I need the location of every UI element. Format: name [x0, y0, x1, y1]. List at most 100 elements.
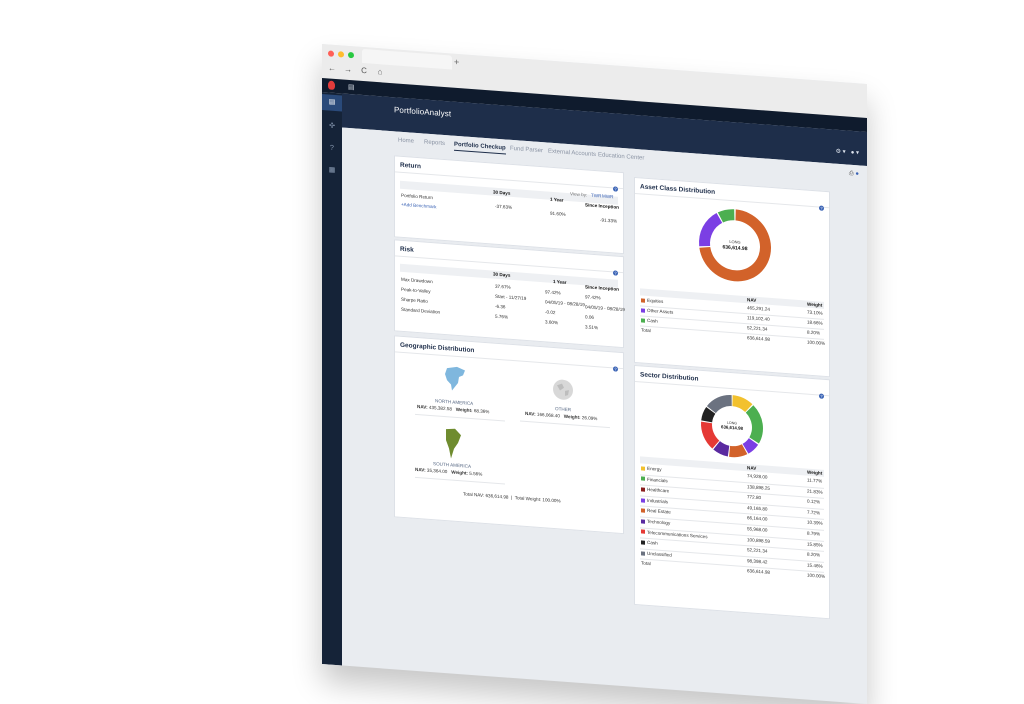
help-icon[interactable]: ?	[819, 393, 824, 399]
nav-cell: 52,221.34	[747, 547, 768, 554]
column-header: NAV	[747, 465, 757, 471]
donut-slice-unclassified[interactable]	[706, 393, 732, 414]
help-icon[interactable]: ?	[613, 186, 618, 192]
weight-label: Weight:	[455, 406, 473, 414]
risk-row-label: Sharpe Ratio	[401, 296, 428, 304]
return-30d: -37.63%	[495, 203, 513, 210]
legend-row: Other Assets	[641, 307, 673, 315]
return-1y: 91.60%	[550, 210, 566, 217]
app-title: PortfolioAnalyst	[394, 105, 452, 119]
weight-label: Weight:	[451, 469, 468, 476]
back-icon[interactable]: ←	[328, 63, 336, 74]
tab-reports[interactable]: Reports	[424, 139, 446, 148]
user-icon[interactable]: ● ▾	[850, 149, 859, 157]
total-cell: 100.00%	[807, 339, 826, 346]
portfolio-return-label: Portfolio Return	[401, 192, 433, 201]
help-icon[interactable]: ?	[819, 205, 824, 211]
risk-cell: 04/05/19 - 08/28/19	[545, 299, 585, 308]
donut-slice-real-estate[interactable]	[729, 443, 748, 458]
print-icon[interactable]: ⎙	[848, 170, 854, 178]
bar-chart-icon[interactable]: ▤	[322, 94, 342, 112]
legend-swatch	[641, 508, 645, 513]
sector-donut-chart: LONG 636,614.98	[701, 393, 763, 458]
risk-row-label: Standard Deviation	[401, 306, 441, 315]
sidebar: ▤ ✣ ? ▦	[322, 92, 342, 666]
tab-fund-parser[interactable]: Fund Parser	[510, 145, 544, 155]
legend-swatch	[641, 551, 645, 556]
total-cell: 636,614.98	[747, 335, 770, 342]
sector-title: Sector Distribution	[640, 371, 699, 383]
tab-home[interactable]: Home	[398, 137, 415, 145]
legend-label: Industrials	[647, 497, 668, 505]
nav-value: 35,364.00	[426, 467, 448, 475]
legend-row: Real Estate	[641, 508, 671, 515]
forward-icon[interactable]: →	[344, 64, 352, 75]
donut-slice-other-assets[interactable]	[699, 212, 723, 248]
return-title: Return	[400, 161, 421, 171]
share-icon[interactable]: ✣	[329, 122, 335, 130]
add-benchmark-link[interactable]: +Add Benchmark	[401, 201, 437, 210]
donut-slice-cash[interactable]	[717, 208, 735, 223]
nav-cell: 55,968.00	[747, 526, 768, 533]
logo-icon[interactable]	[328, 80, 335, 90]
help-icon[interactable]: ?	[330, 144, 334, 152]
tab-portfolio-checkup[interactable]: Portfolio Checkup	[454, 141, 506, 155]
weight-cell: 15.46%	[807, 562, 823, 569]
divider	[415, 413, 505, 422]
donut-slice-financials[interactable]	[745, 405, 763, 444]
nav-value: 435,382.58	[428, 404, 452, 412]
menu-icon[interactable]: ▤	[348, 83, 355, 92]
reload-icon[interactable]: C	[361, 65, 367, 76]
divider	[520, 420, 610, 429]
tab-external-accounts[interactable]: External Accounts	[548, 148, 597, 159]
weight-cell: 7.72%	[807, 509, 821, 516]
donut-slice-cash[interactable]	[701, 407, 716, 423]
donut-slice-energy[interactable]	[732, 395, 753, 413]
window-controls	[328, 50, 354, 59]
geo-totals: Total NAV: 636,614.98 | Total Weight: 10…	[463, 491, 561, 504]
legend-label: Real Estate	[647, 508, 671, 516]
risk-cell: 37.67%	[495, 283, 511, 290]
donut-slice-telecommunications-services[interactable]	[701, 421, 720, 450]
help-icon[interactable]: ?	[613, 270, 618, 276]
legend-label: Healthcare	[647, 487, 670, 494]
browser-nav: ← → C ⌂	[328, 63, 384, 76]
help-icon[interactable]: ?	[613, 366, 618, 372]
weight-cell: 0.12%	[807, 498, 821, 505]
donut-slice-technology[interactable]	[713, 441, 730, 457]
legend-swatch	[641, 308, 645, 313]
weight-cell: 73.10%	[807, 309, 823, 316]
view-mwr-link[interactable]: MWR	[602, 193, 614, 200]
table-header	[640, 288, 824, 309]
col-1-year: 1 Year	[553, 278, 567, 285]
new-tab-icon[interactable]: +	[454, 56, 460, 68]
risk-cell: 04/05/19 - 08/28/19	[585, 304, 625, 313]
weight-cell: 8.20%	[807, 329, 821, 336]
donut-slice-equities[interactable]	[699, 207, 771, 284]
donut-center-label: LONG	[727, 421, 737, 426]
info-icon[interactable]: ●	[855, 171, 859, 178]
view-twr-link[interactable]: TWR	[591, 192, 602, 199]
close-dot[interactable]	[328, 50, 334, 57]
tab-education-center[interactable]: Education Center	[598, 152, 645, 162]
legend-label: Cash	[647, 540, 658, 546]
region-stats-north-america: NAV: 435,382.58 Weight: 68.36%	[417, 404, 489, 414]
nav-cell: 49,165.80	[747, 505, 768, 512]
settings-icon[interactable]: ⚙ ▾	[835, 148, 846, 156]
legend-label: Cash	[647, 317, 658, 324]
weight-cell: 21.83%	[807, 488, 823, 495]
geo-card: Geographic Distribution ? NORTH AMERICA …	[394, 335, 624, 535]
minimize-dot[interactable]	[338, 51, 344, 58]
legend-swatch	[641, 466, 645, 471]
nav-cell: 138,898.25	[747, 483, 770, 491]
risk-card: Risk ? 30 Days 1 Year Since Inception Ma…	[394, 239, 625, 349]
legend-swatch	[641, 529, 645, 535]
risk-title: Risk	[400, 245, 414, 254]
maximize-dot[interactable]	[348, 51, 354, 59]
home-icon[interactable]: ⌂	[377, 67, 383, 77]
risk-cell: -0.02	[545, 309, 556, 316]
column-header: Weight	[807, 469, 823, 476]
donut-slice-industrials[interactable]	[742, 438, 759, 455]
document-icon[interactable]: ▦	[328, 166, 336, 174]
total-weight: Total Weight: 100.00%	[514, 495, 561, 504]
